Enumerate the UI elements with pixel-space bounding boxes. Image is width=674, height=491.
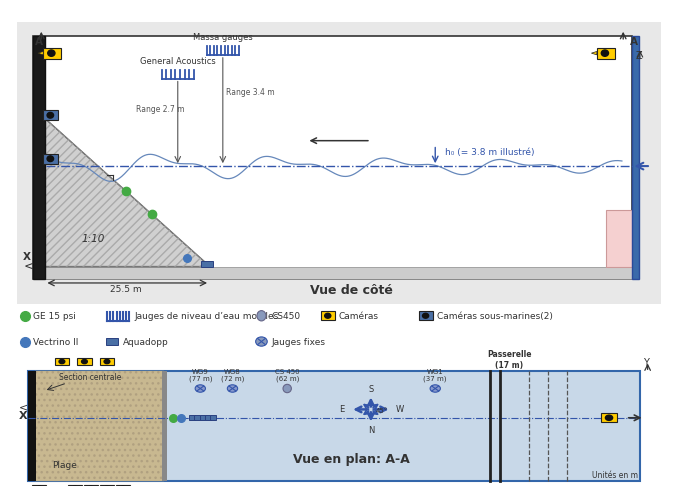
Circle shape bbox=[601, 50, 609, 56]
Bar bbox=[33, 267, 632, 279]
Text: N: N bbox=[368, 426, 374, 436]
Text: Plage: Plage bbox=[53, 461, 77, 469]
Text: Vue en plan: A-A: Vue en plan: A-A bbox=[293, 453, 410, 466]
Text: Vue de côté: Vue de côté bbox=[310, 284, 393, 297]
Text: Range 3.4 m: Range 3.4 m bbox=[226, 88, 275, 98]
Bar bbox=[205, 415, 211, 420]
Ellipse shape bbox=[283, 384, 291, 393]
Bar bbox=[35, 371, 164, 481]
Bar bbox=[601, 413, 617, 422]
Text: A: A bbox=[35, 37, 43, 47]
Circle shape bbox=[120, 486, 126, 491]
Circle shape bbox=[47, 156, 53, 162]
Text: A: A bbox=[630, 37, 638, 47]
Bar bbox=[28, 371, 36, 481]
Circle shape bbox=[423, 313, 429, 318]
Text: E: E bbox=[339, 405, 344, 414]
Text: Caméras sous-marines(2): Caméras sous-marines(2) bbox=[437, 312, 553, 321]
Circle shape bbox=[255, 337, 267, 346]
Bar bbox=[28, 371, 640, 481]
Text: <: < bbox=[19, 403, 28, 413]
Text: WG1
(37 m): WG1 (37 m) bbox=[423, 369, 447, 382]
Bar bbox=[210, 415, 216, 420]
Text: Range 2.7 m: Range 2.7 m bbox=[136, 106, 185, 114]
Text: General Acoustics: General Acoustics bbox=[140, 57, 216, 66]
Text: 1:10: 1:10 bbox=[82, 234, 104, 245]
Bar bbox=[100, 358, 114, 365]
Bar bbox=[67, 485, 82, 491]
Text: S: S bbox=[368, 385, 373, 394]
Bar bbox=[42, 154, 58, 164]
Bar bbox=[321, 311, 335, 320]
Bar bbox=[162, 371, 167, 481]
Circle shape bbox=[195, 385, 206, 392]
Text: Passerelle
(17 m): Passerelle (17 m) bbox=[487, 350, 532, 370]
Text: CS450: CS450 bbox=[271, 312, 300, 321]
Text: Aquadopp: Aquadopp bbox=[123, 338, 168, 347]
Bar bbox=[189, 415, 195, 420]
Polygon shape bbox=[44, 118, 210, 267]
Bar bbox=[200, 415, 206, 420]
Polygon shape bbox=[591, 52, 596, 55]
Circle shape bbox=[88, 486, 94, 491]
Bar bbox=[78, 358, 92, 365]
Text: WG9
(77 m): WG9 (77 m) bbox=[189, 369, 212, 382]
Bar bbox=[201, 261, 212, 267]
Bar bbox=[116, 485, 130, 491]
Text: 25.5 m: 25.5 m bbox=[111, 285, 142, 294]
Bar bbox=[194, 415, 200, 420]
Bar bbox=[33, 36, 44, 279]
Text: <: < bbox=[24, 259, 34, 273]
Text: X: X bbox=[19, 410, 28, 421]
Circle shape bbox=[605, 415, 613, 420]
Bar bbox=[632, 36, 639, 279]
Circle shape bbox=[104, 359, 110, 364]
Circle shape bbox=[72, 486, 78, 491]
Bar bbox=[606, 210, 632, 267]
Text: h₀ (= 3.8 m illustré): h₀ (= 3.8 m illustré) bbox=[445, 148, 534, 157]
Bar bbox=[419, 311, 433, 320]
Bar bbox=[84, 485, 98, 491]
Text: Vectrino II: Vectrino II bbox=[33, 338, 78, 347]
Bar bbox=[32, 485, 47, 491]
Text: CS 450
(62 m): CS 450 (62 m) bbox=[275, 369, 299, 382]
Bar bbox=[33, 36, 632, 279]
Text: Y: Y bbox=[643, 358, 649, 368]
Text: Jauges de niveau d’eau mobiles: Jauges de niveau d’eau mobiles bbox=[134, 312, 278, 321]
Ellipse shape bbox=[257, 311, 266, 321]
Text: W: W bbox=[396, 405, 404, 414]
Circle shape bbox=[104, 486, 110, 491]
Text: Z: Z bbox=[636, 51, 643, 61]
Bar bbox=[106, 338, 118, 345]
Text: WG8
(72 m): WG8 (72 m) bbox=[221, 369, 244, 382]
Text: Massa gauges: Massa gauges bbox=[193, 33, 253, 42]
Circle shape bbox=[82, 359, 88, 364]
Circle shape bbox=[36, 486, 42, 491]
Circle shape bbox=[430, 385, 440, 392]
Circle shape bbox=[325, 313, 331, 318]
Circle shape bbox=[227, 385, 238, 392]
Text: X: X bbox=[24, 252, 31, 262]
Text: Section centrale: Section centrale bbox=[59, 373, 121, 382]
Bar bbox=[43, 48, 61, 59]
Text: Unités en m: Unités en m bbox=[592, 471, 638, 480]
Circle shape bbox=[59, 359, 65, 364]
Text: 45°: 45° bbox=[376, 408, 388, 414]
Bar bbox=[596, 48, 615, 59]
Text: Jauges fixes: Jauges fixes bbox=[271, 338, 325, 347]
Text: GE 15 psi: GE 15 psi bbox=[33, 312, 75, 321]
Circle shape bbox=[47, 112, 53, 118]
Bar bbox=[55, 358, 69, 365]
Bar bbox=[100, 485, 114, 491]
Bar bbox=[42, 110, 58, 120]
Polygon shape bbox=[38, 52, 43, 55]
Text: Caméras: Caméras bbox=[339, 312, 379, 321]
Circle shape bbox=[48, 50, 55, 56]
